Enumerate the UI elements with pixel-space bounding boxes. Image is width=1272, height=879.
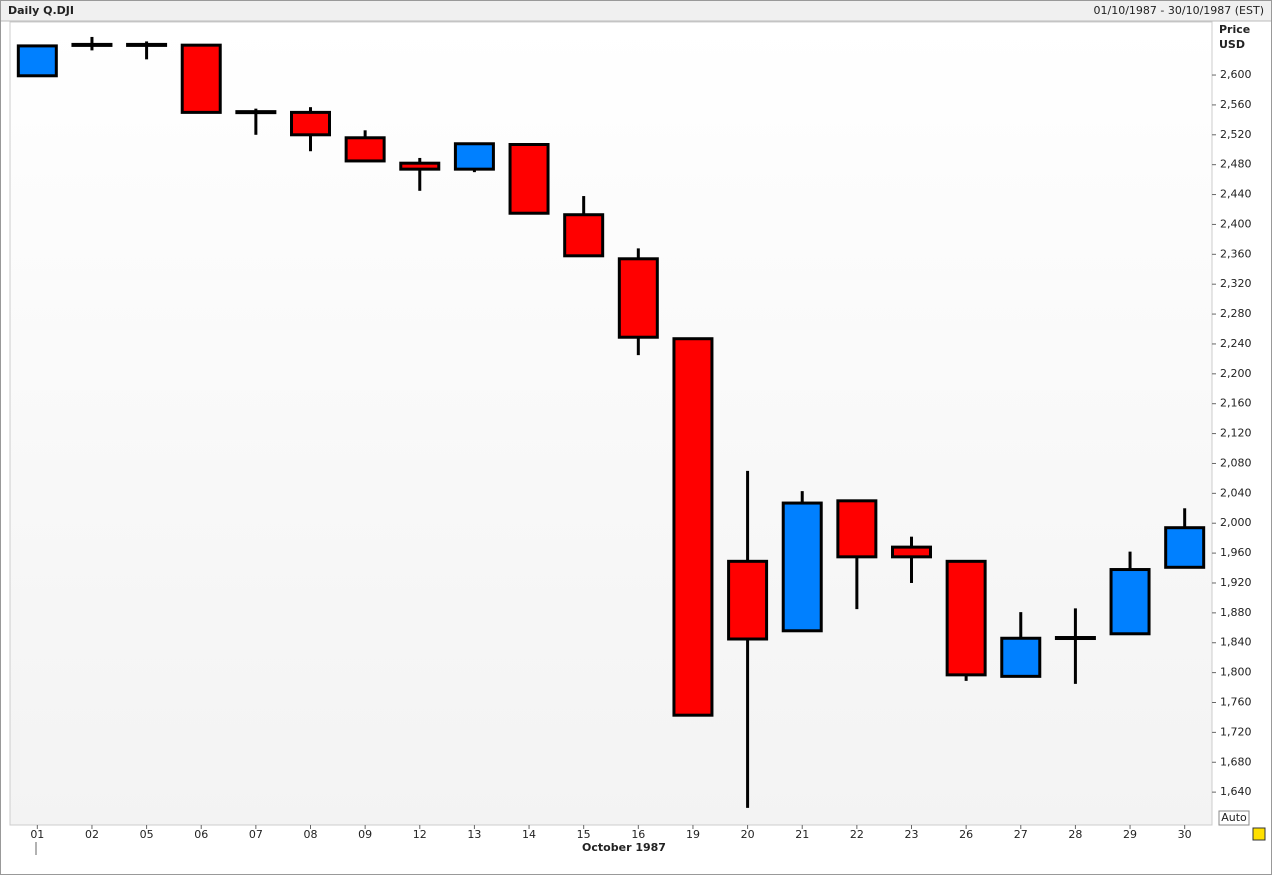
y-tick-label: 2,280 (1220, 307, 1252, 320)
x-tick-label: 30 (1178, 828, 1192, 841)
candle-body (453, 142, 495, 171)
x-tick-label: 02 (85, 828, 99, 841)
y-tick-label: 2,040 (1220, 486, 1252, 499)
candle-body (290, 110, 331, 137)
y-tick-label: 2,080 (1220, 456, 1252, 469)
scale-mode[interactable]: Auto (1221, 811, 1247, 824)
x-tick-label: 15 (577, 828, 591, 841)
candle-body (1164, 526, 1206, 569)
x-tick-label: 20 (741, 828, 755, 841)
x-tick-label: 05 (140, 828, 154, 841)
x-tick-label: 23 (905, 828, 919, 841)
candle-body (1054, 636, 1096, 641)
plot-area (9, 21, 1213, 826)
candle-body (836, 499, 878, 559)
y-tick-label: 2,440 (1220, 188, 1252, 201)
x-tick-label: 07 (249, 828, 263, 841)
x-axis-label: October 1987 (582, 841, 666, 854)
y-tick-label: 1,720 (1220, 725, 1252, 738)
corner-icon[interactable] (1252, 827, 1266, 841)
y-tick-label: 1,840 (1220, 636, 1252, 649)
y-tick-label: 1,880 (1220, 606, 1252, 619)
y-tick-label: 2,480 (1220, 158, 1252, 171)
y-tick-label: 2,160 (1220, 397, 1252, 410)
candle-body (563, 213, 605, 258)
candle-body (945, 559, 987, 677)
candle-body (891, 545, 932, 559)
y-tick-label: 2,200 (1220, 367, 1252, 380)
candle-body (71, 42, 113, 47)
scale-mode-button[interactable] (1218, 810, 1250, 826)
y-tick-label: 1,760 (1220, 695, 1252, 708)
x-tick-label: 28 (1068, 828, 1082, 841)
x-tick-label: 14 (522, 828, 536, 841)
y-tick-label: 2,400 (1220, 217, 1252, 230)
y-tick-label: 2,360 (1220, 247, 1252, 260)
y-tick-label: 2,320 (1220, 277, 1252, 290)
y-tick-label: 1,920 (1220, 576, 1252, 589)
x-tick-label: 13 (467, 828, 481, 841)
candle-body (617, 257, 659, 339)
y-tick-label: 2,120 (1220, 427, 1252, 440)
x-tick-label: 22 (850, 828, 864, 841)
x-tick-label: 27 (1014, 828, 1028, 841)
candle-body (781, 501, 823, 633)
candle-body (344, 136, 386, 163)
x-tick-label: 01 (30, 828, 44, 841)
y-tick-label: 2,520 (1220, 128, 1252, 141)
x-tick-label: 19 (686, 828, 700, 841)
candle-body (399, 161, 441, 171)
y-tick-label: 1,640 (1220, 785, 1252, 798)
x-tick-label: 08 (304, 828, 318, 841)
candle-body (727, 559, 769, 641)
y-tick-label: 2,240 (1220, 337, 1252, 350)
y-axis-title: Price (1219, 23, 1250, 36)
header-bar (1, 1, 1271, 21)
x-tick-label: 09 (358, 828, 372, 841)
y-axis-unit: USD (1219, 38, 1245, 51)
y-tick-label: 1,960 (1220, 546, 1252, 559)
x-tick-label: 29 (1123, 828, 1137, 841)
y-tick-label: 2,000 (1220, 516, 1252, 529)
y-tick-label: 1,800 (1220, 666, 1252, 679)
y-tick-label: 2,600 (1220, 68, 1252, 81)
x-tick-label: 16 (631, 828, 645, 841)
y-tick-label: 2,560 (1220, 98, 1252, 111)
date-range: 01/10/1987 - 30/10/1987 (EST) (1094, 4, 1265, 17)
candle-body (235, 110, 277, 115)
x-tick-label: 26 (959, 828, 973, 841)
candle-body (126, 42, 168, 47)
candle-body (1000, 636, 1042, 678)
candle-body (16, 44, 58, 78)
x-tick-label: 06 (194, 828, 208, 841)
chart-title: Daily Q.DJI (8, 4, 74, 17)
candle-body (508, 143, 550, 215)
candle-body (672, 337, 714, 717)
y-tick-label: 1,680 (1220, 755, 1252, 768)
x-tick-label: 12 (413, 828, 427, 841)
x-tick-label: 21 (795, 828, 809, 841)
candle-body (180, 43, 222, 114)
candle-body (1109, 568, 1151, 636)
